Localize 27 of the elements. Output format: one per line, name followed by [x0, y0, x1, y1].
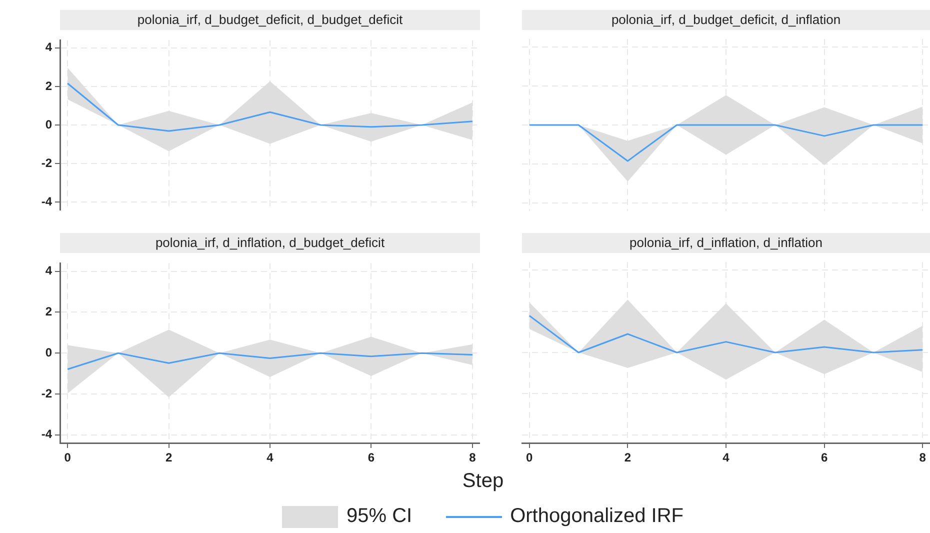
- x-tick-label: 8: [469, 450, 476, 465]
- chart-title: polonia_irf, d_budget_deficit, d_budget_deficit: [60, 10, 480, 30]
- x-tick-label: 6: [820, 450, 828, 465]
- x-axis-title: Step: [461, 470, 505, 493]
- y-tick-label: 0: [45, 345, 52, 360]
- chart-title: polonia_irf, d_inflation, d_budget_deficit: [60, 233, 480, 253]
- y-tick-label: -4: [41, 427, 52, 442]
- x-tick-label: 0: [526, 450, 534, 465]
- legend-label: Orthogonalized IRF: [510, 505, 684, 528]
- y-tick-label: 4: [45, 40, 52, 54]
- x-tick-label: 4: [266, 450, 274, 465]
- x-tick-label: 2: [624, 450, 632, 465]
- y-tick-label: 0: [45, 117, 52, 132]
- x-tick-label: 6: [368, 450, 375, 465]
- y-tick-label: 2: [45, 78, 52, 93]
- x-tick-label: 4: [722, 450, 730, 465]
- chart-title: polonia_irf, d_inflation, d_inflation: [522, 233, 930, 253]
- y-tick-label: 2: [45, 304, 52, 319]
- y-tick-label: 4: [45, 264, 52, 278]
- text: 95% CI: [346, 505, 412, 528]
- x-tick-label: 2: [165, 450, 172, 465]
- chart-title: polonia_irf, d_budget_deficit, d_inflation: [522, 10, 930, 30]
- y-tick-label: -2: [41, 386, 52, 400]
- x-tick-label: 8: [919, 450, 926, 465]
- x-tick-label: 0: [64, 450, 72, 465]
- y-tick-label: -4: [41, 194, 52, 208]
- y-tick-label: -2: [41, 156, 52, 170]
